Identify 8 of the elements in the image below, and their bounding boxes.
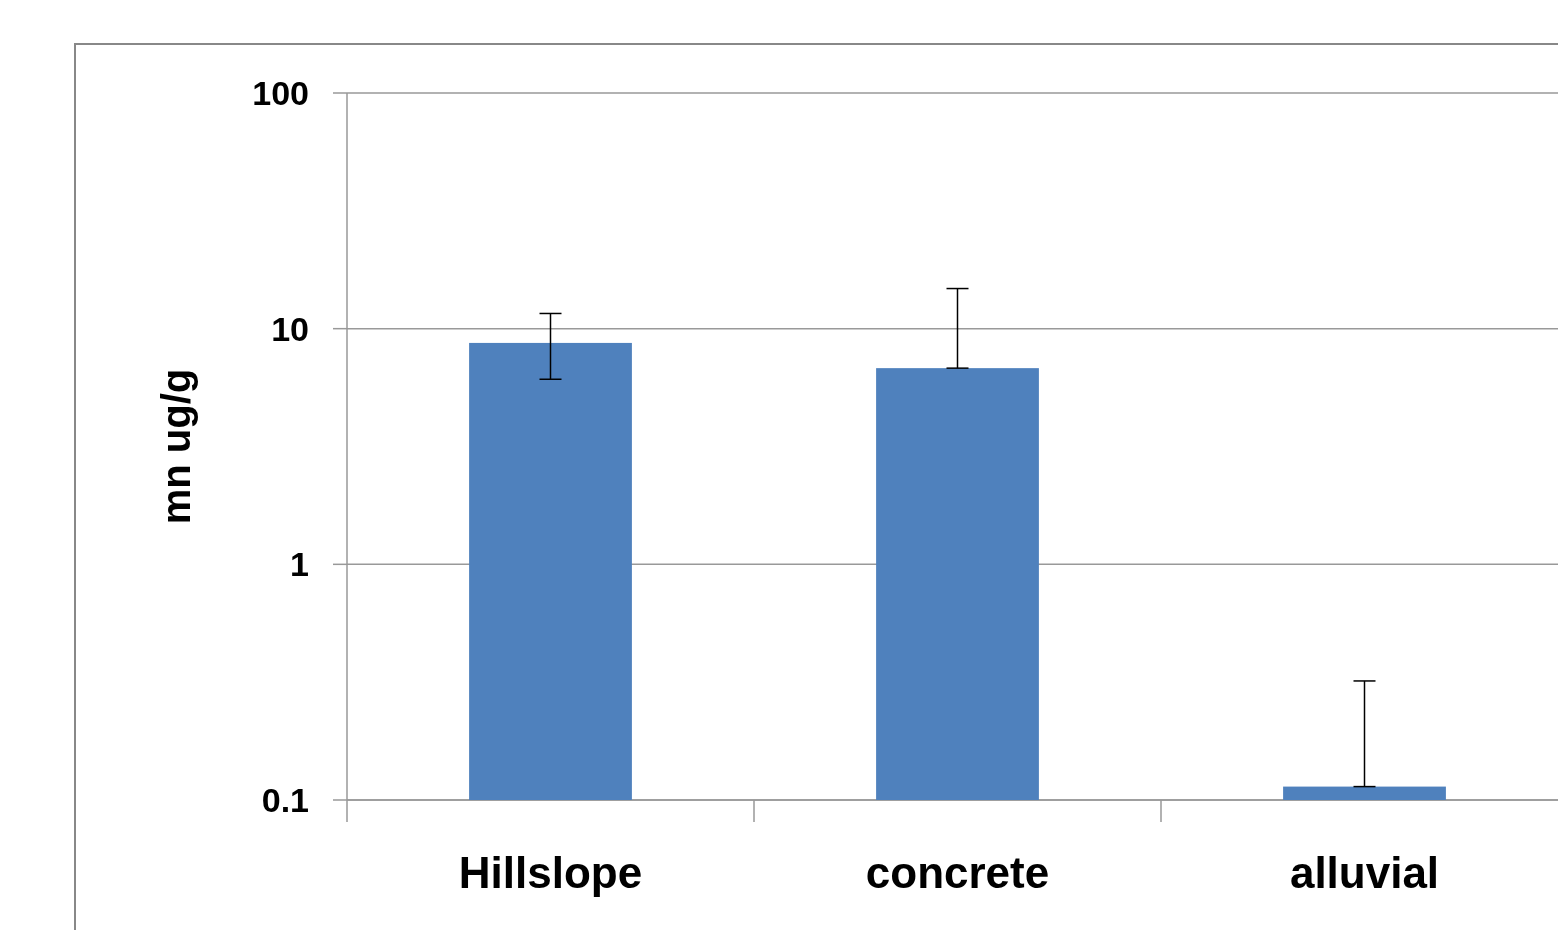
x-tick-label: Hillslope [458,848,643,897]
y-tick-label: 1 [290,545,309,584]
x-tick-label: alluvial [1289,848,1440,897]
y-axis-title: mn ug/g [154,368,198,525]
y-tick-label: 10 [271,309,309,348]
y-tick-label: 100 [252,73,309,112]
y-tick-label: 0.1 [261,780,309,819]
x-tick-label: concrete [865,848,1050,897]
